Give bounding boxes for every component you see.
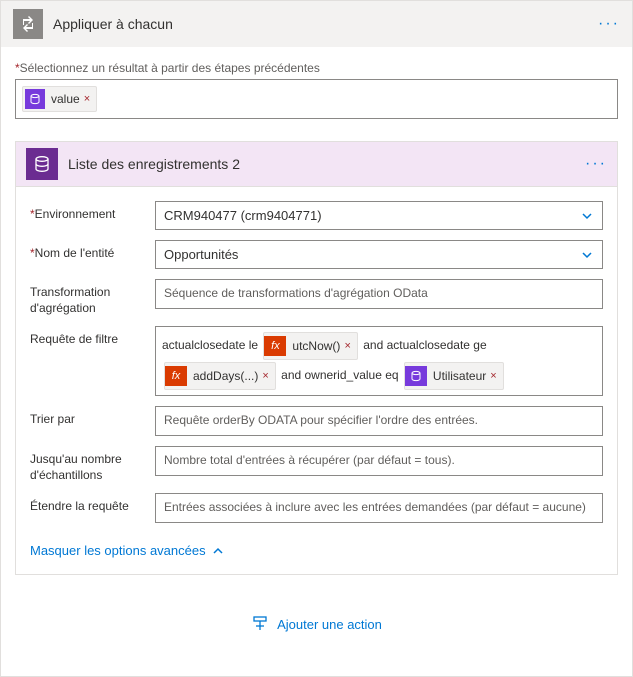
agg-input[interactable]: Séquence de transformations d'agrégation…: [155, 279, 603, 309]
top-placeholder: Nombre total d'entrées à récupérer (par …: [164, 453, 455, 467]
env-label: Environnement: [35, 207, 116, 221]
add-step-icon: [251, 615, 269, 633]
remove-token-icon[interactable]: ×: [262, 363, 268, 389]
outer-body: *Sélectionnez un résultat à partir des é…: [1, 47, 632, 676]
fx-adddays-token[interactable]: fx addDays(...) ×: [164, 362, 276, 390]
outer-title: Appliquer à chacun: [43, 16, 598, 32]
apply-to-each-card: Appliquer à chacun ··· *Sélectionnez un …: [0, 0, 633, 677]
token-label: value: [51, 92, 80, 106]
row-entity: *Nom de l'entité Opportunités: [30, 240, 603, 269]
row-filter: Requête de filtre actualclosedate le fx …: [30, 326, 603, 396]
list-records-card: Liste des enregistrements 2 ··· *Environ…: [15, 141, 618, 575]
filter-label: Requête de filtre: [30, 326, 155, 348]
database-icon: [26, 148, 58, 180]
row-top: Jusqu'au nombre d'échantillons Nombre to…: [30, 446, 603, 483]
row-sort: Trier par Requête orderBy ODATA pour spé…: [30, 406, 603, 436]
chevron-up-icon: [212, 545, 224, 557]
filter-text: and ownerid_value eq: [281, 368, 398, 382]
dataverse-icon: [25, 89, 45, 109]
outer-header[interactable]: Appliquer à chacun ···: [1, 1, 632, 47]
remove-token-icon[interactable]: ×: [490, 363, 496, 389]
expand-input[interactable]: Entrées associées à inclure avec les ent…: [155, 493, 603, 523]
sort-input[interactable]: Requête orderBy ODATA pour spécifier l'o…: [155, 406, 603, 436]
value-token[interactable]: value ×: [22, 86, 97, 112]
select-result-label: *Sélectionnez un résultat à partir des é…: [15, 61, 618, 75]
add-action-button[interactable]: Ajouter une action: [251, 615, 382, 633]
dataverse-icon: [405, 366, 427, 386]
expand-placeholder: Entrées associées à inclure avec les ent…: [164, 500, 586, 514]
sort-label: Trier par: [30, 406, 155, 428]
env-value: CRM940477 (crm9404771): [164, 208, 580, 223]
row-expand: Étendre la requête Entrées associées à i…: [30, 493, 603, 523]
chevron-down-icon: [580, 248, 594, 262]
fx-icon: fx: [165, 366, 187, 386]
inner-menu-button[interactable]: ···: [585, 155, 607, 173]
loop-icon: [13, 9, 43, 39]
chevron-down-icon: [580, 209, 594, 223]
inner-title: Liste des enregistrements 2: [58, 156, 585, 172]
filter-input[interactable]: actualclosedate le fx utcNow() × and act…: [155, 326, 603, 396]
select-result-input[interactable]: value ×: [15, 79, 618, 119]
inner-body: *Environnement CRM940477 (crm9404771) *N…: [16, 187, 617, 574]
agg-placeholder: Séquence de transformations d'agrégation…: [164, 286, 428, 300]
entity-label: Nom de l'entité: [35, 246, 115, 260]
fx-utcnow-token[interactable]: fx utcNow() ×: [263, 332, 357, 360]
add-action-area: Ajouter une action: [15, 575, 618, 656]
row-aggregation: Transformation d'agrégation Séquence de …: [30, 279, 603, 316]
outer-menu-button[interactable]: ···: [598, 15, 620, 33]
top-input[interactable]: Nombre total d'entrées à récupérer (par …: [155, 446, 603, 476]
row-environment: *Environnement CRM940477 (crm9404771): [30, 201, 603, 230]
filter-text: and actualclosedate ge: [363, 338, 486, 352]
top-label: Jusqu'au nombre d'échantillons: [30, 446, 155, 483]
entity-value: Opportunités: [164, 247, 580, 262]
inner-header[interactable]: Liste des enregistrements 2 ···: [16, 142, 617, 187]
hide-advanced-link[interactable]: Masquer les options avancées: [30, 543, 224, 558]
remove-token-icon[interactable]: ×: [84, 93, 90, 105]
fx-icon: fx: [264, 336, 286, 356]
filter-text: actualclosedate le: [162, 338, 258, 352]
sort-placeholder: Requête orderBy ODATA pour spécifier l'o…: [164, 413, 478, 427]
remove-token-icon[interactable]: ×: [344, 333, 350, 359]
env-select[interactable]: CRM940477 (crm9404771): [155, 201, 603, 230]
entity-select[interactable]: Opportunités: [155, 240, 603, 269]
user-token[interactable]: Utilisateur ×: [404, 362, 504, 390]
agg-label: Transformation d'agrégation: [30, 279, 155, 316]
expand-label: Étendre la requête: [30, 493, 155, 515]
